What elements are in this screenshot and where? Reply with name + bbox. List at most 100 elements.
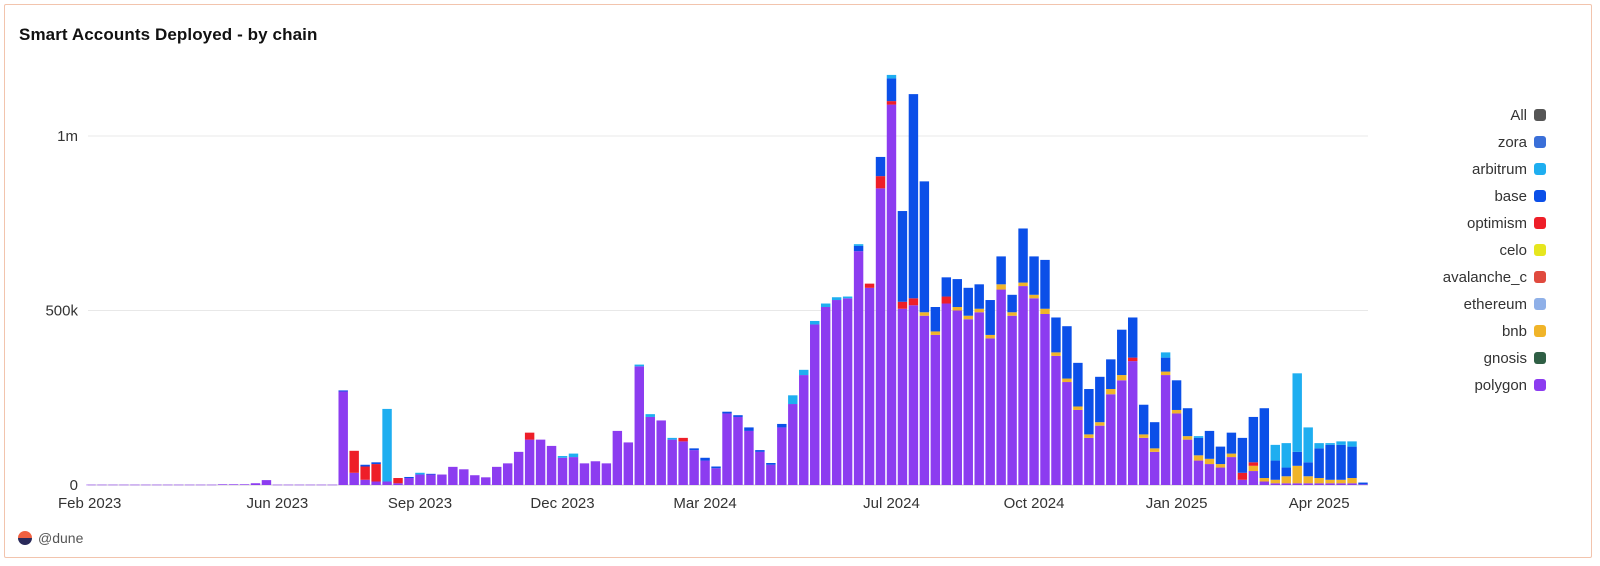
bar-segment-base[interactable] [1095, 376, 1105, 423]
bar-segment-base[interactable] [1292, 451, 1302, 466]
bar-segment-polygon[interactable] [897, 308, 908, 485]
bar-segment-base[interactable] [1270, 460, 1280, 480]
bar-segment-base[interactable] [1248, 416, 1259, 463]
bar-segment-base[interactable] [1128, 317, 1138, 358]
bar-segment-polygon[interactable] [1095, 425, 1105, 485]
bar-segment-polygon[interactable] [612, 430, 623, 485]
bar-segment-arbitrum[interactable] [799, 369, 809, 376]
bar-segment-polygon[interactable] [590, 461, 601, 485]
bar-segment-polygon[interactable] [645, 416, 655, 485]
bar-segment-optimism[interactable] [371, 464, 381, 482]
bar-segment-base[interactable] [744, 427, 754, 431]
bar-segment-polygon[interactable] [261, 480, 272, 485]
bar-segment-polygon[interactable] [908, 305, 919, 485]
bar-segment-base[interactable] [908, 94, 919, 299]
bar-segment-base[interactable] [371, 462, 381, 465]
bar-segment-polygon[interactable] [1270, 483, 1280, 485]
bar-segment-bnb[interactable] [1018, 282, 1028, 287]
bar-segment-bnb[interactable] [1347, 478, 1357, 484]
bar-segment-polygon[interactable] [184, 484, 195, 486]
bar-segment-base[interactable] [1160, 357, 1171, 372]
bar-segment-polygon[interactable] [239, 484, 250, 485]
bar-segment-polygon[interactable] [1204, 464, 1215, 485]
bar-segment-base[interactable] [1259, 408, 1270, 479]
bar-segment-polygon[interactable] [1325, 483, 1335, 485]
bar-segment-polygon[interactable] [174, 484, 184, 486]
bar-segment-optimism[interactable] [897, 301, 908, 309]
bar-segment-base[interactable] [1106, 359, 1116, 390]
bar-segment-polygon[interactable] [250, 483, 261, 485]
bar-segment-polygon[interactable] [1237, 479, 1248, 485]
bar-segment-base[interactable] [777, 423, 787, 428]
bar-segment-polygon[interactable] [437, 474, 447, 485]
bar-segment-polygon[interactable] [766, 464, 776, 485]
bar-segment-polygon[interactable] [86, 484, 96, 486]
bar-segment-optimism[interactable] [360, 466, 370, 480]
bar-segment-arbitrum[interactable] [1292, 373, 1302, 452]
bar-segment-base[interactable] [1204, 430, 1215, 459]
bar-segment-polygon[interactable] [1051, 355, 1061, 485]
bar-segment-polygon[interactable] [492, 466, 502, 485]
bar-segment-arbitrum[interactable] [1336, 441, 1346, 445]
bar-segment-optimism[interactable] [875, 176, 886, 189]
bar-segment-polygon[interactable] [1171, 413, 1182, 485]
bar-segment-polygon[interactable] [349, 472, 359, 486]
bar-segment-bnb[interactable] [1325, 479, 1335, 484]
bar-segment-bnb[interactable] [1226, 453, 1237, 458]
bar-segment-base[interactable] [722, 411, 732, 414]
bar-segment-polygon[interactable] [777, 427, 787, 486]
bar-segment-polygon[interactable] [206, 484, 217, 486]
legend[interactable]: All zora arbitrum base optimism celo avalanche… [1443, 107, 1546, 394]
legend-item-avalanche_c[interactable]: avalanche_c [1443, 269, 1546, 286]
bar-segment-polygon[interactable] [678, 441, 688, 486]
bar-segment-polygon[interactable] [1073, 409, 1083, 485]
bar-segment-bnb[interactable] [1062, 378, 1072, 383]
bar-segment-arbitrum[interactable] [415, 472, 425, 475]
bar-segment-polygon[interactable] [952, 310, 962, 486]
bar-segment-base[interactable] [1237, 437, 1248, 473]
bar-segment-bnb[interactable] [1215, 464, 1226, 468]
bar-segment-polygon[interactable] [974, 312, 984, 486]
bar-segment-arbitrum[interactable] [1314, 443, 1324, 449]
bar-segment-bnb[interactable] [1040, 308, 1050, 314]
bar-segment-base[interactable] [360, 464, 370, 467]
bar-segment-base[interactable] [1336, 444, 1346, 480]
bar-segment-arbitrum[interactable] [820, 303, 831, 308]
bar-segment-polygon[interactable] [393, 483, 403, 485]
bar-segment-polygon[interactable] [1193, 460, 1204, 485]
bar-segment-polygon[interactable] [1347, 483, 1357, 485]
bar-segment-bnb[interactable] [1248, 465, 1259, 472]
bar-segment-optimism[interactable] [678, 437, 688, 442]
bar-segment-polygon[interactable] [1117, 380, 1127, 485]
bar-segment-polygon[interactable] [546, 445, 557, 485]
bar-segment-polygon[interactable] [119, 484, 129, 486]
bar-segment-polygon[interactable] [283, 484, 294, 486]
bar-segment-polygon[interactable] [1149, 451, 1160, 486]
bar-segment-polygon[interactable] [228, 484, 239, 485]
bar-segment-bnb[interactable] [1084, 434, 1094, 438]
bar-segment-bnb[interactable] [952, 307, 962, 311]
bar-segment-polygon[interactable] [426, 474, 436, 485]
bar-segment-polygon[interactable] [1358, 484, 1368, 485]
bar-segment-arbitrum[interactable] [1270, 444, 1280, 461]
bar-segment-base[interactable] [1084, 389, 1094, 435]
bar-segment-bnb[interactable] [1051, 352, 1061, 356]
bar-segment-polygon[interactable] [195, 484, 206, 486]
bar-segment-base[interactable] [711, 466, 721, 469]
bar-segment-optimism[interactable] [1237, 472, 1248, 480]
bar-segment-base[interactable] [897, 211, 908, 302]
legend-item-optimism[interactable]: optimism [1467, 215, 1546, 232]
bar-segment-polygon[interactable] [1182, 439, 1193, 485]
bar-segment-base[interactable] [1281, 467, 1291, 477]
bar-segment-polygon[interactable] [557, 457, 568, 485]
bar-segment-polygon[interactable] [1084, 437, 1094, 485]
bar-segment-arbitrum[interactable] [1193, 436, 1204, 438]
bar-segment-polygon[interactable] [886, 104, 897, 485]
bar-segment-polygon[interactable] [1029, 298, 1039, 485]
bar-segment-polygon[interactable] [1281, 483, 1291, 485]
bar-segment-bnb[interactable] [1160, 371, 1171, 376]
bar-segment-bnb[interactable] [974, 308, 984, 313]
bar-segment-polygon[interactable] [755, 451, 765, 486]
legend-item-base[interactable]: base [1494, 188, 1546, 205]
bar-segment-polygon[interactable] [524, 439, 535, 485]
